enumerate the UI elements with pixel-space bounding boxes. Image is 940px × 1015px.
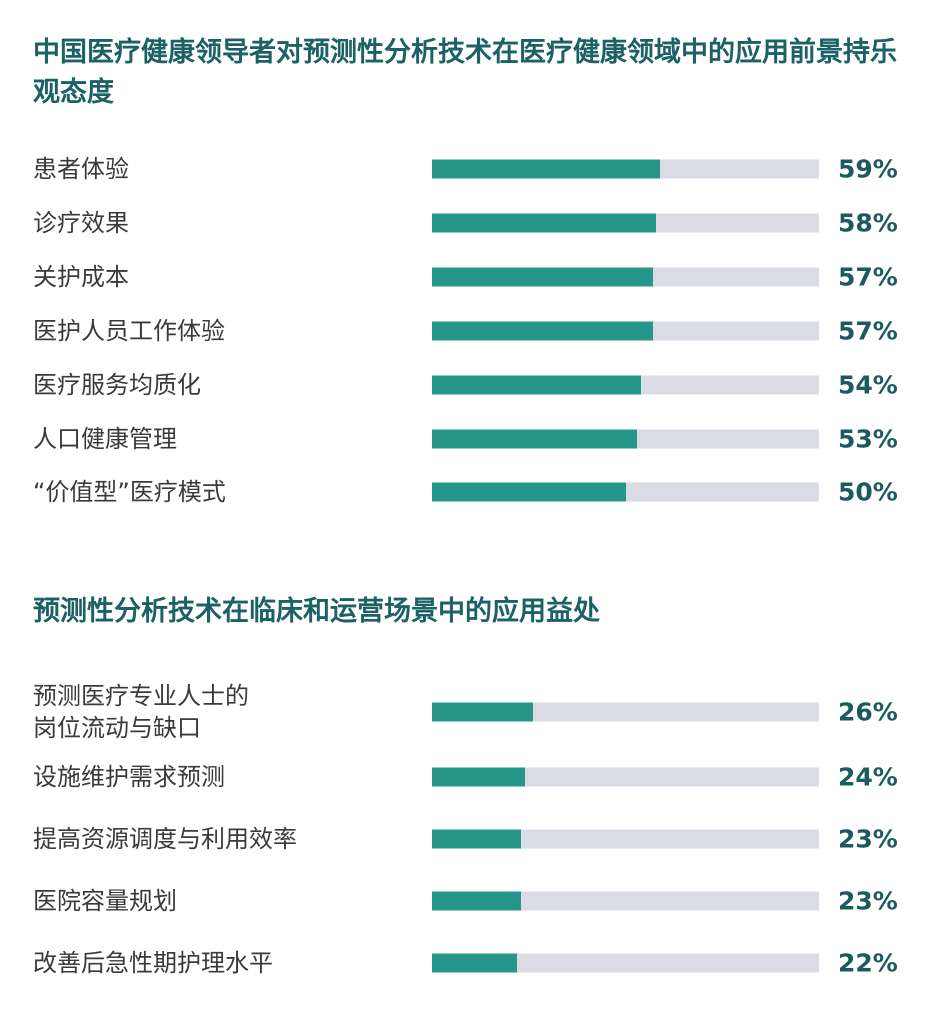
bar-track: [432, 953, 819, 973]
bar: [432, 767, 525, 787]
bar-track: [432, 321, 819, 341]
category-label: 诊疗效果: [33, 209, 129, 237]
bar-track: [432, 267, 819, 287]
bar: [432, 375, 641, 395]
bar-track: [432, 482, 819, 502]
bar-track: [432, 891, 819, 911]
category-label: 医护人员工作体验: [33, 317, 225, 345]
bar: [432, 702, 533, 722]
category-label: 提高资源调度与利用效率: [33, 825, 297, 853]
category-label: 患者体验: [33, 155, 129, 183]
data-label: 26%: [838, 697, 898, 727]
bar-track: [432, 159, 819, 179]
category-label: “价值型”医疗模式: [33, 478, 226, 506]
bar: [432, 429, 638, 449]
bar-track: [432, 429, 819, 449]
bar: [432, 829, 521, 849]
bar-track: [432, 213, 819, 233]
data-label: 57%: [838, 316, 898, 346]
bar: [432, 159, 661, 179]
bar-track: [432, 767, 819, 787]
data-label: 22%: [838, 948, 898, 978]
category-label: 医疗服务均质化: [33, 371, 201, 399]
data-label: 57%: [838, 262, 898, 292]
category-label: 预测医疗专业人士的 岗位流动与缺口: [33, 682, 249, 742]
data-label: 23%: [838, 886, 898, 916]
category-label: 设施维护需求预测: [33, 763, 225, 791]
bar: [432, 213, 657, 233]
category-label: 关护成本: [33, 263, 129, 291]
data-label: 53%: [838, 424, 898, 454]
bar: [432, 267, 653, 287]
data-label: 50%: [838, 477, 898, 507]
category-label: 医院容量规划: [33, 887, 177, 915]
bar-track: [432, 829, 819, 849]
chart-1-title: 中国医疗健康领导者对预测性分析技术在医疗健康领域中的应用前景持乐观态度: [33, 37, 897, 108]
bar: [432, 891, 521, 911]
bar-track: [432, 702, 819, 722]
bar: [432, 321, 653, 341]
data-label: 54%: [838, 370, 898, 400]
chart-2-title: 预测性分析技术在临床和运营场景中的应用益处: [33, 596, 600, 627]
bar-track: [432, 375, 819, 395]
data-label: 59%: [838, 154, 898, 184]
bar: [432, 482, 626, 502]
data-label: 24%: [838, 762, 898, 792]
bar: [432, 953, 518, 973]
data-label: 23%: [838, 824, 898, 854]
category-label: 改善后急性期护理水平: [33, 949, 273, 977]
category-label: 人口健康管理: [33, 425, 177, 453]
data-label: 58%: [838, 208, 898, 238]
